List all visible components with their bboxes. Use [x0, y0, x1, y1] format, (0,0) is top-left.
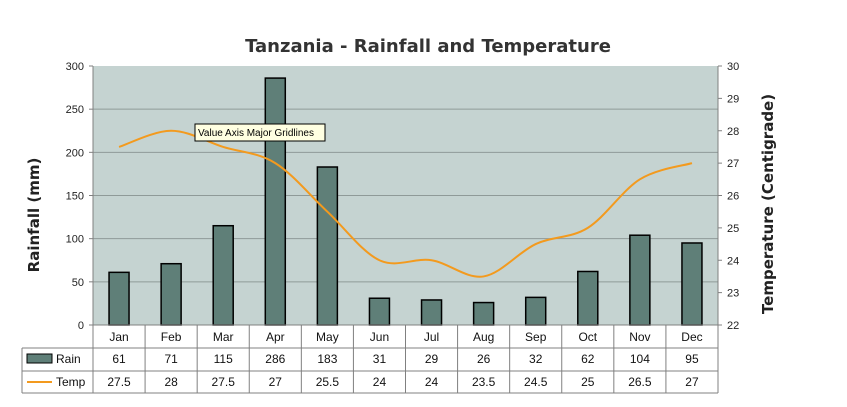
- rain-bar[interactable]: [160, 262, 182, 326]
- rain-bar[interactable]: [420, 299, 443, 326]
- left-tick-label: 300: [66, 61, 84, 73]
- x-tick-label: Jul: [424, 330, 439, 344]
- temp-value-label: 28: [164, 375, 178, 389]
- right-tick-label: 26: [727, 191, 739, 203]
- temp-value-label: 27.5: [107, 375, 131, 389]
- rain-value-label: 71: [164, 352, 178, 366]
- temp-value-label: 24.5: [524, 375, 548, 389]
- rain-value-label: 95: [685, 352, 699, 366]
- x-tick-label: Feb: [161, 330, 182, 344]
- rain-bar[interactable]: [577, 270, 599, 326]
- temp-value-label: 27.5: [212, 375, 236, 389]
- rain-bar[interactable]: [368, 297, 391, 326]
- rain-value-label: 26: [477, 352, 491, 366]
- x-tick-label: Jun: [370, 330, 389, 344]
- temp-value-label: 24: [373, 375, 387, 389]
- rain-value-label: 115: [214, 352, 233, 366]
- x-tick-label: Sep: [525, 330, 547, 344]
- right-tick-label: 29: [727, 93, 739, 105]
- x-tick-label: May: [316, 330, 339, 344]
- left-tick-label: 100: [66, 234, 84, 246]
- temp-value-label: 25: [581, 375, 595, 389]
- left-axis-title: Rainfall (mm): [25, 158, 43, 273]
- right-tick-label: 23: [727, 288, 739, 300]
- right-tick-label: 28: [727, 126, 739, 138]
- gridlines: [93, 108, 718, 283]
- right-axis-title: Temperature (Centigrade): [759, 94, 777, 314]
- rain-value-label: 32: [529, 352, 543, 366]
- chart-title: Tanzania - Rainfall and Temperature: [245, 36, 611, 57]
- x-tick-label: Apr: [266, 330, 285, 344]
- legend-label-temp: Temp: [56, 375, 86, 389]
- left-tick-label: 150: [66, 191, 84, 203]
- right-tick-label: 24: [727, 255, 739, 267]
- temp-value-label: 27: [685, 375, 699, 389]
- left-tick-label: 0: [78, 320, 84, 332]
- rain-bar[interactable]: [629, 234, 651, 326]
- left-tick-label: 200: [66, 147, 84, 159]
- temp-value-label: 27: [269, 375, 283, 389]
- temp-line: [118, 129, 693, 278]
- x-tick-label: Mar: [213, 330, 234, 344]
- data-table: Jan Feb Mar Apr May Jun Jul Aug Sep Oct Nov Dec Rain…: [21, 324, 719, 394]
- right-tick-label: 25: [727, 223, 739, 235]
- rain-bar[interactable]: [212, 224, 234, 326]
- left-tick-label: 50: [72, 277, 84, 289]
- rain-bar[interactable]: [681, 242, 703, 326]
- x-tick-label: Oct: [578, 330, 597, 344]
- x-tick-label: Aug: [473, 330, 494, 344]
- legend-label-rain: Rain: [56, 352, 81, 366]
- left-tick-label: 250: [66, 104, 84, 116]
- right-tick-label: 27: [727, 158, 739, 170]
- rain-bar[interactable]: [316, 166, 339, 326]
- left-axis-ticks: 0 50 100 150 200 250 300: [66, 61, 93, 332]
- tooltip-text: Value Axis Major Gridlines: [198, 128, 314, 139]
- x-tick-label: Nov: [629, 330, 650, 344]
- tooltip-box: [194, 123, 326, 142]
- right-axis-ticks: 22 23 24 25 26 27 28 29 30: [718, 61, 739, 332]
- rain-value-label: 104: [630, 352, 650, 366]
- rain-bar[interactable]: [524, 296, 547, 326]
- tooltip: Value Axis Major Gridlines: [194, 123, 326, 142]
- temp-value-label: 26.5: [628, 375, 652, 389]
- rain-bar[interactable]: [264, 77, 287, 326]
- rain-bar[interactable]: [108, 271, 130, 326]
- right-tick-label: 30: [727, 61, 739, 73]
- right-tick-label: 22: [727, 320, 739, 332]
- x-tick-label: Dec: [681, 330, 702, 344]
- rain-value-label: 183: [317, 352, 337, 366]
- rain-value-label: 286: [265, 352, 285, 366]
- rain-value-label: 62: [581, 352, 595, 366]
- temp-value-label: 24: [425, 375, 439, 389]
- legend-key-rain: [26, 353, 53, 364]
- x-tick-label: Jan: [109, 330, 128, 344]
- rain-value-label: 31: [373, 352, 387, 366]
- temp-value-label: 25.5: [316, 375, 340, 389]
- rain-value-label: 29: [425, 352, 439, 366]
- temp-value-label: 23.5: [472, 375, 496, 389]
- rain-value-label: 61: [112, 352, 126, 366]
- rain-bar[interactable]: [472, 301, 495, 326]
